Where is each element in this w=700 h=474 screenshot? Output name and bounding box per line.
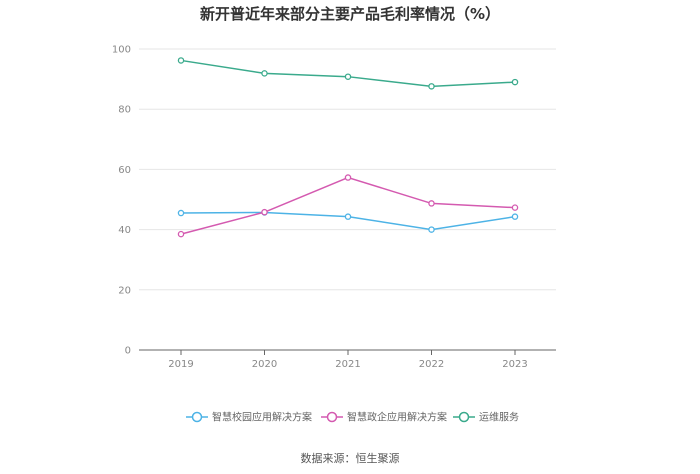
legend-label: 智慧校园应用解决方案	[212, 411, 312, 424]
legend-marker-icon	[458, 411, 470, 423]
series-group	[177, 57, 519, 238]
y-axis: 0 20 40 60 80 100	[112, 45, 131, 357]
grid	[139, 48, 556, 291]
data-source: 数据来源：恒生聚源	[301, 451, 400, 465]
data-point	[261, 70, 268, 77]
x-tick-label: 2019	[168, 359, 193, 370]
legend-marker-icon	[326, 411, 338, 423]
data-point	[428, 83, 435, 90]
data-point	[344, 73, 352, 80]
data-point	[177, 230, 185, 238]
series-line-3	[180, 59, 516, 88]
data-point	[511, 78, 519, 86]
data-point	[177, 57, 185, 64]
data-point	[511, 213, 519, 220]
series-line-2	[180, 176, 516, 235]
y-tick-label: 40	[118, 225, 131, 236]
legend-item-3[interactable]: 运维服务	[453, 411, 519, 424]
x-tick-label: 2020	[252, 359, 277, 370]
x-tick-label: 2021	[335, 359, 360, 370]
legend: 智慧校园应用解决方案 智慧政企应用解决方案 运维服务	[186, 411, 519, 424]
data-point	[177, 209, 185, 217]
x-axis: 2019 2020 2021 2022 2023	[139, 349, 556, 370]
y-tick-label: 80	[118, 105, 131, 116]
legend-item-2[interactable]: 智慧政企应用解决方案	[321, 411, 447, 424]
y-tick-label: 100	[112, 45, 131, 56]
data-point	[511, 204, 519, 211]
y-tick-label: 20	[118, 285, 131, 296]
y-tick-label: 0	[125, 346, 131, 357]
data-point	[344, 174, 352, 181]
data-point	[428, 200, 435, 207]
data-point	[261, 208, 268, 216]
legend-label: 运维服务	[479, 411, 519, 424]
legend-marker-icon	[191, 411, 203, 423]
x-tick-label: 2023	[502, 359, 527, 370]
y-tick-label: 60	[118, 165, 131, 176]
chart-title: 新开普近年来部分主要产品毛利率情况（%）	[200, 5, 500, 23]
data-point	[428, 226, 435, 233]
legend-item-1[interactable]: 智慧校园应用解决方案	[186, 411, 312, 424]
legend-label: 智慧政企应用解决方案	[347, 411, 447, 424]
data-point	[344, 213, 352, 220]
x-tick-label: 2022	[419, 359, 444, 370]
